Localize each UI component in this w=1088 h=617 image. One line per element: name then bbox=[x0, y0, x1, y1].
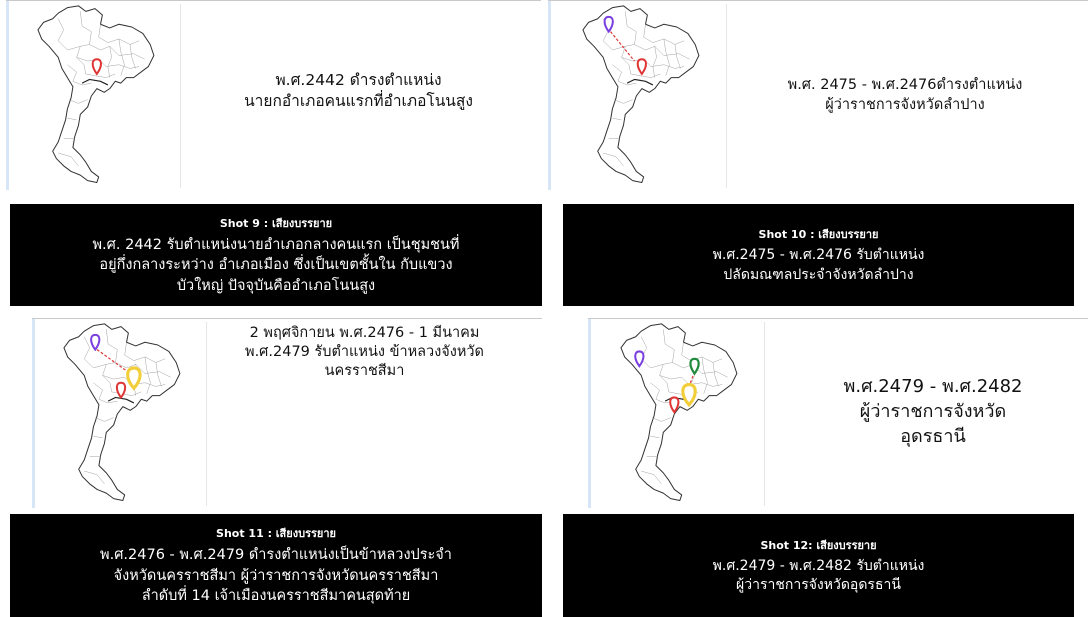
slide-edge bbox=[32, 318, 35, 508]
narration-line: พ.ศ.2475 - พ.ศ.2476 รับตำแหน่ง bbox=[712, 247, 925, 264]
slide-edge bbox=[548, 0, 551, 190]
narration-line: พ.ศ.2476 - พ.ศ.2479 ดำรงตำแหน่งเป็นข้าหล… bbox=[100, 547, 452, 564]
map-pin-icon bbox=[636, 58, 647, 76]
map-pin-icon bbox=[689, 357, 700, 376]
map-pin-icon bbox=[126, 366, 142, 391]
narration-line: พ.ศ.2479 - พ.ศ.2482 รับตำแหน่ง bbox=[712, 557, 925, 574]
thailand-map bbox=[10, 4, 181, 188]
caption-line: พ.ศ.2479 - พ.ศ.2482 bbox=[843, 376, 1023, 397]
slide-caption: พ.ศ. 2475 - พ.ศ.2476ดำรงตำแหน่ง ผู้ว่ารา… bbox=[730, 76, 1080, 115]
shot-11-narration: Shot 11 : เสียงบรรยาย พ.ศ.2476 - พ.ศ.247… bbox=[10, 514, 542, 617]
caption-line: พ.ศ. 2475 - พ.ศ.2476ดำรงตำแหน่ง bbox=[787, 77, 1023, 93]
caption-line: 2 พฤศจิกายน พ.ศ.2476 - 1 มีนาคม bbox=[249, 325, 480, 341]
shot-10-slide: พ.ศ. 2475 - พ.ศ.2476ดำรงตำแหน่ง ผู้ว่ารา… bbox=[548, 0, 1088, 190]
caption-line: พ.ศ.2479 รับตำแหน่ง ข้าหลวงจังหวัด bbox=[245, 343, 484, 360]
narration-title: Shot 12: เสียงบรรยาย bbox=[760, 538, 877, 552]
slide-edge bbox=[6, 0, 541, 1]
narration-title: Shot 11 : เสียงบรรยาย bbox=[216, 527, 336, 541]
slide-caption: 2 พฤศจิกายน พ.ศ.2476 - 1 มีนาคม พ.ศ.2479… bbox=[192, 324, 537, 381]
map-pin-icon bbox=[90, 333, 101, 352]
map-pin-icon bbox=[634, 350, 645, 368]
caption-line: อุดรธานี bbox=[900, 426, 966, 448]
caption-line: นครราชสีมา bbox=[324, 362, 405, 379]
slide-edge bbox=[32, 318, 542, 319]
shot-10-narration: Shot 10 : เสียงบรรยาย พ.ศ.2475 - พ.ศ.247… bbox=[563, 204, 1074, 306]
map-pin-icon bbox=[115, 381, 127, 400]
shot-12-narration: Shot 12: เสียงบรรยาย พ.ศ.2479 - พ.ศ.2482… bbox=[563, 514, 1074, 617]
slide-edge bbox=[548, 0, 1088, 1]
shot-9-narration: Shot 9 : เสียงบรรยาย พ.ศ. 2442 รับตำแหน่… bbox=[10, 204, 542, 306]
map-pin-icon bbox=[681, 382, 697, 408]
thailand-map bbox=[592, 322, 765, 506]
shot-11-slide: 2 พฤศจิกายน พ.ศ.2476 - 1 มีนาคม พ.ศ.2479… bbox=[32, 318, 542, 508]
narration-line: จังหวัดนครราชสีมา ผู้ว่าราชการจังหวัดนคร… bbox=[113, 567, 439, 584]
caption-line: ผู้ว่าราชการจังหวัดลำปาง bbox=[825, 96, 985, 113]
shot-12-slide: พ.ศ.2479 - พ.ศ.2482 ผู้ว่าราชการจังหวัด … bbox=[588, 318, 1088, 508]
map-pin-icon bbox=[603, 15, 614, 34]
slide-caption: พ.ศ.2479 - พ.ศ.2482 ผู้ว่าราชการจังหวัด … bbox=[788, 374, 1078, 450]
narration-title: Shot 9 : เสียงบรรยาย bbox=[219, 216, 333, 230]
narration-line: บัวใหญ่ ปัจจุบันคืออำเภอโนนสูง bbox=[176, 277, 376, 294]
thailand-map bbox=[554, 4, 727, 188]
shot-9-slide: พ.ศ.2442 ดำรงตำแหน่ง นายกอำเภอคนแรกที่อำ… bbox=[6, 0, 541, 190]
slide-edge bbox=[6, 0, 9, 190]
narration-line: อยู่กึ่งกลางระหว่าง อำเภอเมือง ซึ่งเป็นเ… bbox=[99, 257, 453, 274]
slide-edge bbox=[588, 318, 1088, 319]
caption-line: ผู้ว่าราชการจังหวัด bbox=[859, 401, 1007, 423]
narration-line: ลำดับที่ 14 เจ้าเมืองนครราชสีมาคนสุดท้าย bbox=[141, 588, 411, 605]
narration-title: Shot 10 : เสียงบรรยาย bbox=[758, 228, 879, 242]
caption-line: พ.ศ.2442 ดำรงตำแหน่ง bbox=[275, 71, 442, 89]
caption-line: นายกอำเภอคนแรกที่อำเภอโนนสูง bbox=[244, 91, 473, 110]
narration-line: ปลัดมณฑลประจำจังหวัดลำปาง bbox=[723, 266, 914, 283]
slide-caption: พ.ศ.2442 ดำรงตำแหน่ง นายกอำเภอคนแรกที่อำ… bbox=[186, 70, 531, 112]
map-pin-icon bbox=[91, 58, 102, 76]
narration-line: พ.ศ. 2442 รับตำแหน่งนายอำเภอกลางคนแรก เป… bbox=[92, 236, 460, 253]
narration-line: ผู้ว่าราชการจังหวัดอุดรธานี bbox=[736, 577, 901, 593]
thailand-map bbox=[36, 322, 207, 506]
map-pin-icon bbox=[669, 396, 680, 414]
slide-edge bbox=[588, 318, 591, 508]
